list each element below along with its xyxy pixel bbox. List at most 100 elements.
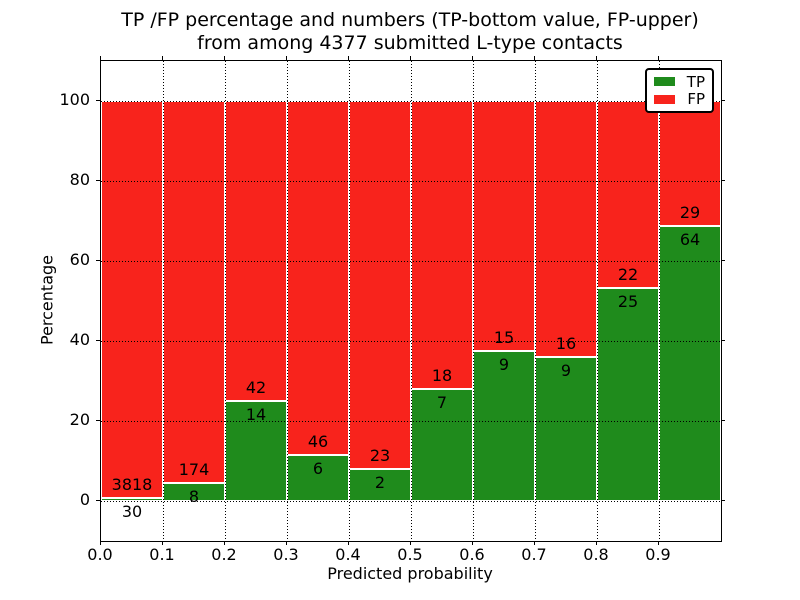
fp-bar-segment <box>535 101 597 357</box>
x-tick-label: 0.0 <box>87 545 113 564</box>
tp-count-label: 2 <box>374 473 386 492</box>
y-tick <box>721 420 725 421</box>
tp-count-label: 30 <box>121 501 143 521</box>
x-tick <box>224 541 225 545</box>
fp-bar-segment <box>287 101 349 455</box>
y-tick-label: 60 <box>69 250 90 269</box>
x-axis-label: Predicted probability <box>327 564 493 583</box>
y-tick <box>96 260 100 261</box>
gridline-vertical <box>597 61 598 541</box>
x-tick <box>162 541 163 545</box>
legend-label-tp: TP <box>686 72 705 91</box>
legend-label-fp: FP <box>687 90 705 109</box>
y-tick-label: 100 <box>59 90 90 109</box>
x-tick-label: 0.8 <box>583 545 609 564</box>
gridline-vertical <box>163 61 164 541</box>
fp-bar-segment <box>163 101 225 484</box>
x-tick <box>534 541 535 545</box>
x-tick <box>286 56 287 60</box>
x-tick-label: 0.4 <box>335 545 361 564</box>
chart-title: TP /FP percentage and numbers (TP-bottom… <box>100 9 720 55</box>
gridline-vertical <box>411 61 412 541</box>
gridline-vertical <box>225 61 226 541</box>
fp-count-label: 174 <box>178 460 210 480</box>
fp-count-label: 15 <box>493 328 515 347</box>
plot-area: 3818 30 174 8 42 14 46 6 23 2 18 7 15 9 16 9 22 25 29 64 <box>100 60 722 542</box>
fp-count-label: 22 <box>617 265 639 285</box>
y-tick <box>721 260 725 261</box>
fp-bar-segment <box>473 101 535 351</box>
tp-count-label: 6 <box>312 458 324 478</box>
x-tick <box>658 56 659 60</box>
gridline-horizontal <box>101 261 721 262</box>
fp-bar-segment <box>101 101 163 498</box>
legend: TP FP <box>645 68 714 113</box>
fp-count-label: 3818 <box>111 474 153 494</box>
gridline-vertical <box>473 61 474 541</box>
gridline-horizontal <box>101 501 721 502</box>
fp-bar-segment <box>411 101 473 389</box>
tp-swatch-icon <box>654 77 675 87</box>
y-tick-label: 20 <box>69 410 90 429</box>
fp-count-label: 42 <box>245 378 267 397</box>
fp-count-label: 29 <box>679 202 701 222</box>
x-tick <box>534 56 535 60</box>
tp-count-label: 8 <box>188 487 200 507</box>
x-tick <box>100 541 101 545</box>
x-tick <box>410 56 411 60</box>
x-tick-label: 0.3 <box>273 545 299 564</box>
gridline-horizontal <box>101 341 721 342</box>
y-tick <box>721 100 725 101</box>
fp-bar-segment <box>349 101 411 469</box>
tp-count-label: 14 <box>245 405 267 424</box>
gridline-horizontal <box>101 101 721 102</box>
tp-bar-segment <box>597 288 659 501</box>
y-tick <box>721 180 725 181</box>
x-tick <box>224 56 225 60</box>
x-tick <box>348 541 349 545</box>
y-tick <box>96 500 100 501</box>
y-tick <box>96 420 100 421</box>
x-tick-label: 0.5 <box>397 545 423 564</box>
y-tick <box>96 100 100 101</box>
tp-count-label: 25 <box>617 292 639 312</box>
x-tick <box>658 541 659 545</box>
gridline-vertical <box>659 61 660 541</box>
x-tick <box>286 541 287 545</box>
tp-bar-segment <box>101 497 163 501</box>
tp-count-label: 9 <box>498 355 510 374</box>
x-tick <box>100 56 101 60</box>
gridline-horizontal <box>101 421 721 422</box>
gridline-vertical <box>287 61 288 541</box>
y-tick <box>96 180 100 181</box>
x-tick <box>596 541 597 545</box>
legend-item-fp: FP <box>654 91 705 107</box>
gridline-horizontal <box>101 181 721 182</box>
y-tick <box>96 340 100 341</box>
x-tick <box>472 56 473 60</box>
x-tick <box>162 56 163 60</box>
tp-bar-segment <box>659 225 721 501</box>
x-tick-label: 0.9 <box>645 545 671 564</box>
legend-item-tp: TP <box>654 74 705 90</box>
x-tick <box>596 56 597 60</box>
y-tick <box>721 340 725 341</box>
x-tick <box>410 541 411 545</box>
fp-bar-segment <box>659 101 721 226</box>
y-tick-label: 80 <box>69 170 90 189</box>
fp-count-label: 16 <box>555 334 577 353</box>
tp-count-label: 9 <box>560 361 572 380</box>
x-tick <box>472 541 473 545</box>
x-tick-label: 0.6 <box>459 545 485 564</box>
tp-bar-segment <box>287 454 349 501</box>
chart-title-line1: TP /FP percentage and numbers (TP-bottom… <box>121 9 699 31</box>
x-tick-label: 0.2 <box>211 545 237 564</box>
x-tick-label: 0.7 <box>521 545 547 564</box>
gridline-vertical <box>349 61 350 541</box>
tp-count-label: 7 <box>436 393 448 412</box>
gridline-vertical <box>535 61 536 541</box>
x-tick <box>348 56 349 60</box>
fp-swatch-icon <box>654 94 676 104</box>
tp-bar-segment <box>225 401 287 501</box>
x-tick-label: 0.1 <box>149 545 175 564</box>
